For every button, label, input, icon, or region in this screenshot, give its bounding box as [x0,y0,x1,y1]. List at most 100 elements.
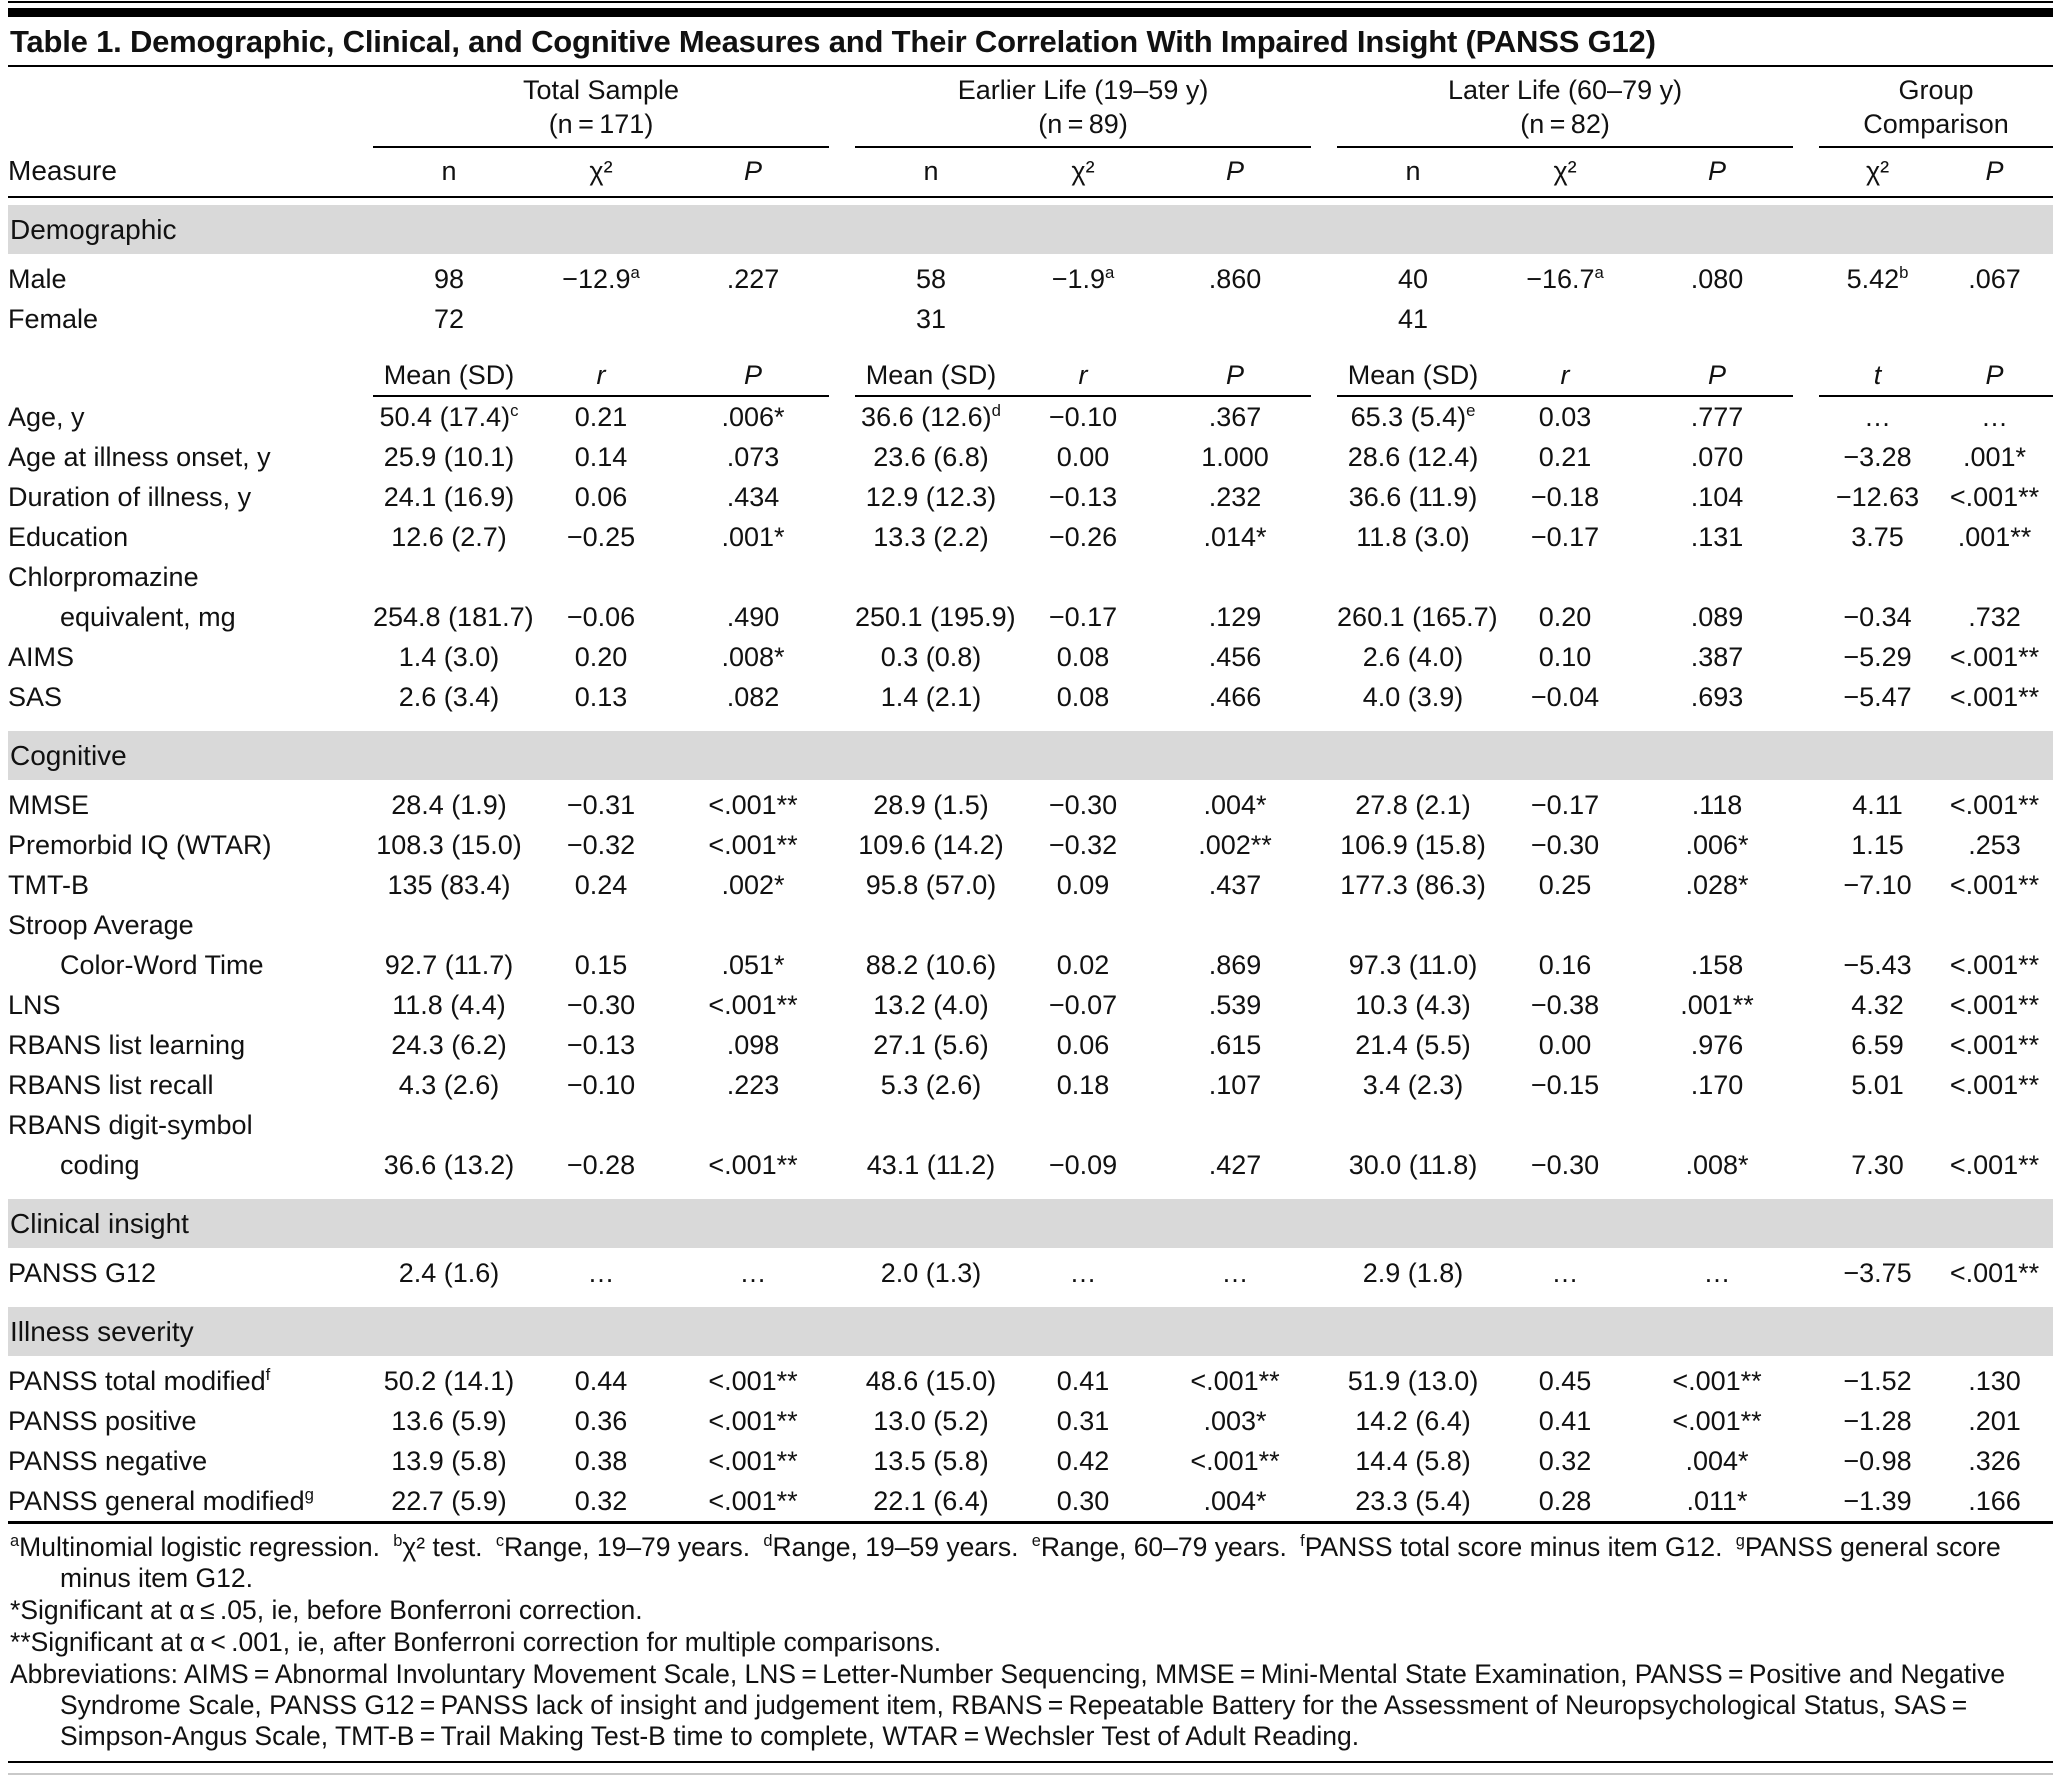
value-cell: .227 [726,264,780,294]
group-gap [829,1361,855,1401]
table-row: PANSS general modifiedg 22.7 (5.9) 0.32 <.0… [8,1481,2053,1521]
value-cell: −3.75 [1843,1258,1912,1288]
value-cell: .253 [1968,830,2021,860]
value-cell: 3.4 (2.3) [1362,1070,1464,1100]
group-gap [1793,1065,1819,1105]
value-cell: .456 [1208,642,1262,672]
value-cell: 50.2 (14.1) [383,1366,515,1396]
value-cell: 0.24 [574,870,628,900]
subcolumn-header: P [677,148,829,198]
table-row: Female 72 31 41 [8,299,2053,339]
group-gap [1793,985,1819,1025]
value-cell: −0.31 [566,790,636,820]
table-row: MMSE 28.4 (1.9) −0.31 <.001** 28.9 (1.5) −0.3… [8,785,2053,825]
title-bottom-rule [8,65,2053,67]
group-gap [1311,1065,1337,1105]
group-gap [829,1105,855,1192]
value-cell: .070 [1690,442,1744,472]
value-cell: 13.9 (5.8) [391,1446,507,1476]
value-cell: −0.13 [566,1030,636,1060]
subcolumn-header: P [1936,148,2054,198]
group-gap [1793,1253,1819,1300]
value-cell: <.001** [1949,790,2040,820]
group-gap [1311,339,1337,397]
value-cell: .004* [1203,790,1267,820]
value-cell: P [677,339,829,397]
group-gap [1311,785,1337,825]
group-gap [1793,677,1819,724]
value-cell: −0.06 [566,602,636,632]
value-cell [1641,299,1793,339]
value-cell: P [1936,339,2054,397]
value-cell: 260.1 (165.7) [1337,602,1498,632]
value-cell: .166 [1968,1486,2021,1516]
value-cell: .067 [1968,264,2021,294]
value-cell: 0.25 [1538,870,1592,900]
measure-cell: Chlorpromazine equivalent, mg [8,562,236,632]
value-cell: … [587,1258,615,1288]
value-cell: 0.03 [1538,402,1592,432]
group-gap [1793,905,1819,985]
group-gap [829,1441,855,1481]
value-cell: −0.30 [1048,790,1118,820]
group-gap [829,905,855,985]
value-cell: .001* [1963,442,2027,472]
section-label: Illness severity [8,1300,2054,1361]
value-cell: 106.9 (15.8) [1340,830,1486,860]
footnote-abbreviations: Abbreviations: AIMS = Abnormal Involunta… [10,1659,2006,1751]
value-cell: .860 [1208,264,1262,294]
measure-cell: RBANS list recall [8,1070,214,1100]
value-cell [1007,299,1159,339]
value-cell: 88.2 (10.6) [865,950,997,980]
measure-cell: AIMS [8,642,75,672]
value-cell: .011* [1686,1486,1748,1516]
group-gap [1793,339,1819,397]
measure-cell: TMT-B [8,870,89,900]
value-cell: 0.32 [574,1486,628,1516]
value-cell: .129 [1208,602,1262,632]
value-cell: 0.41 [1056,1366,1110,1396]
value-cell: 2.6 (3.4) [398,682,500,712]
value-cell: 0.09 [1056,870,1110,900]
value-cell: 0.18 [1056,1070,1110,1100]
measures-table: Total Sample (n = 171) Earlier Life (19–59… [8,73,2054,1521]
group-title-line2: (n = 89) [1038,109,1128,139]
subcolumn-header: χ² [525,148,677,198]
value-cell: 3.75 [1851,522,1904,552]
value-cell: 72 [433,304,465,334]
section-label: Demographic [8,198,2054,259]
group-title-line2: (n = 82) [1520,109,1610,139]
value-cell: −0.32 [1048,830,1118,860]
value-cell [1489,299,1641,339]
section-row: Clinical insight [8,1192,2054,1253]
value-cell: … [739,1258,767,1288]
value-cell: <.001** [1672,1406,1762,1436]
group-gap [829,985,855,1025]
value-cell: −0.17 [1530,522,1600,552]
value-cell: 13.3 (2.2) [873,522,989,552]
measure-cell: LNS [8,990,61,1020]
value-cell: .223 [726,1070,780,1100]
value-cell: 4.3 (2.6) [398,1070,500,1100]
value-cell: .387 [1690,642,1744,672]
value-cell: −1.39 [1843,1486,1912,1516]
table-row: TMT-B 135 (83.4) 0.24 .002* 95.8 (57.0) 0.09.… [8,865,2053,905]
group-gap [1793,785,1819,825]
measure-cell: Female [8,304,99,334]
group-title-line1: Later Life (60–79 y) [1447,75,1683,105]
group-gap [1311,259,1337,299]
group-gap [829,677,855,724]
value-cell: 4.32 [1851,990,1904,1020]
value-cell: 1.4 (2.1) [880,682,982,712]
value-cell: <.001** [708,990,798,1020]
value-cell: 2.9 (1.8) [1362,1258,1464,1288]
value-cell: <.001** [1949,870,2040,900]
value-cell: 0.42 [1056,1446,1110,1476]
group-gap [1793,437,1819,477]
subcolumn-header: P [1159,148,1312,198]
value-cell: … [1069,1258,1097,1288]
value-cell: .073 [726,442,780,472]
group-gap [1311,1481,1337,1521]
value-cell: 5.42b [1846,263,1909,294]
value-cell: 0.32 [1538,1446,1592,1476]
